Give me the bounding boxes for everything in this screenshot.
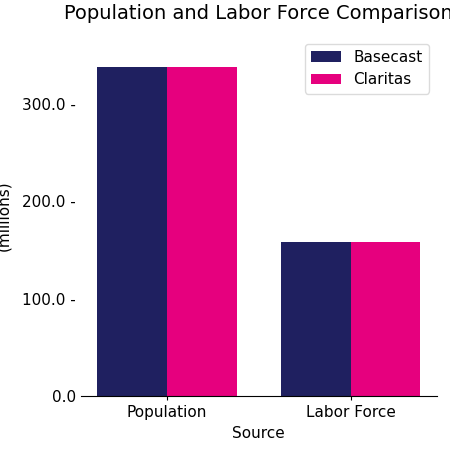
Bar (281, 242, 351, 396)
Y-axis label: Population
(millions): Population (millions) (0, 176, 11, 256)
X-axis label: Source: Source (232, 426, 285, 441)
Bar (97, 67, 167, 396)
Bar (167, 67, 237, 396)
Legend: Basecast, Claritas: Basecast, Claritas (305, 44, 429, 94)
Title: Population and Labor Force Comparison: Population and Labor Force Comparison (64, 4, 450, 23)
Bar (351, 242, 420, 396)
